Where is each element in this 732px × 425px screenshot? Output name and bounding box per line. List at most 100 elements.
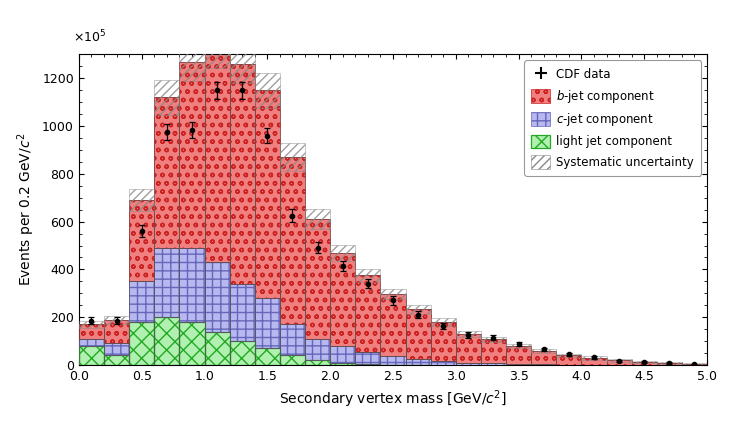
Bar: [531, 364, 556, 365]
Bar: [104, 320, 129, 343]
Bar: [204, 262, 230, 332]
Bar: [682, 364, 707, 365]
Bar: [104, 343, 129, 355]
Bar: [556, 354, 581, 357]
Bar: [355, 352, 381, 364]
Bar: [305, 339, 330, 360]
Bar: [179, 248, 204, 322]
Bar: [79, 346, 104, 365]
Bar: [456, 334, 481, 363]
Bar: [531, 349, 556, 353]
Bar: [456, 334, 481, 363]
Bar: [154, 317, 179, 365]
Bar: [406, 309, 430, 360]
Bar: [204, 47, 230, 262]
Bar: [430, 322, 456, 361]
Bar: [632, 362, 657, 365]
Bar: [305, 339, 330, 360]
Bar: [456, 363, 481, 365]
Bar: [531, 351, 556, 364]
Bar: [179, 42, 204, 81]
Bar: [154, 317, 179, 365]
Bar: [657, 363, 682, 365]
Bar: [79, 324, 104, 339]
Bar: [330, 253, 355, 346]
Bar: [481, 340, 506, 363]
Bar: [682, 364, 707, 365]
Bar: [305, 360, 330, 365]
Bar: [581, 358, 607, 365]
Bar: [204, 27, 230, 68]
Bar: [406, 309, 430, 360]
Bar: [531, 364, 556, 365]
Bar: [355, 275, 381, 352]
Bar: [581, 358, 607, 365]
Bar: [280, 157, 305, 324]
Bar: [129, 281, 154, 322]
Bar: [607, 359, 632, 362]
Bar: [381, 356, 406, 365]
Bar: [355, 275, 381, 352]
Bar: [531, 351, 556, 364]
Bar: [355, 364, 381, 365]
Bar: [204, 332, 230, 365]
Bar: [255, 90, 280, 298]
Bar: [280, 324, 305, 355]
Bar: [179, 322, 204, 365]
Bar: [280, 324, 305, 355]
Bar: [230, 284, 255, 341]
Bar: [204, 262, 230, 332]
Bar: [632, 361, 657, 363]
Bar: [330, 346, 355, 363]
Bar: [305, 210, 330, 229]
Bar: [129, 322, 154, 365]
Bar: [79, 321, 104, 328]
Bar: [506, 364, 531, 365]
Bar: [381, 294, 406, 356]
Bar: [129, 189, 154, 211]
Bar: [179, 248, 204, 322]
Bar: [430, 361, 456, 365]
Bar: [255, 298, 280, 348]
Bar: [406, 309, 430, 360]
Bar: [255, 73, 280, 108]
Bar: [204, 332, 230, 365]
Bar: [230, 64, 255, 284]
Bar: [456, 363, 481, 365]
Bar: [280, 355, 305, 365]
Bar: [330, 253, 355, 346]
Bar: [104, 316, 129, 323]
Bar: [682, 364, 707, 365]
Bar: [79, 346, 104, 365]
Bar: [305, 219, 330, 339]
Bar: [280, 324, 305, 355]
Bar: [481, 340, 506, 363]
Bar: [355, 364, 381, 365]
Bar: [129, 200, 154, 281]
Bar: [430, 361, 456, 365]
Bar: [657, 363, 682, 365]
Bar: [682, 363, 707, 365]
Bar: [230, 341, 255, 365]
Bar: [255, 348, 280, 365]
Bar: [79, 346, 104, 365]
Bar: [381, 289, 406, 300]
Bar: [230, 64, 255, 284]
Bar: [506, 364, 531, 365]
Bar: [129, 281, 154, 322]
Bar: [305, 339, 330, 360]
Bar: [330, 363, 355, 365]
Bar: [481, 363, 506, 365]
Bar: [481, 337, 506, 342]
Bar: [179, 248, 204, 322]
Bar: [481, 363, 506, 365]
Bar: [230, 341, 255, 365]
Bar: [406, 360, 430, 365]
Bar: [280, 144, 305, 171]
Bar: [255, 298, 280, 348]
Bar: [531, 364, 556, 365]
Bar: [607, 360, 632, 365]
Bar: [430, 318, 456, 326]
Bar: [179, 62, 204, 248]
Bar: [154, 317, 179, 365]
